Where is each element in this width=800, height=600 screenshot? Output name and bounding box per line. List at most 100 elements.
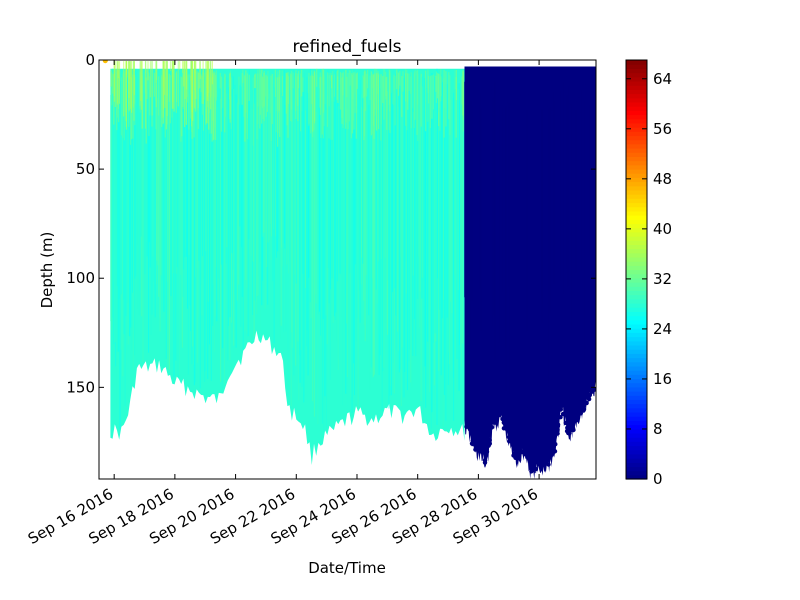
colorbar-segment — [626, 470, 647, 476]
colorbar-segment — [626, 194, 647, 199]
data-point — [558, 403, 564, 408]
data-point — [547, 452, 552, 458]
data-point — [573, 417, 578, 422]
colorbar-segment — [626, 449, 647, 455]
colorbar-segment — [626, 361, 647, 367]
colorbar-segment — [626, 462, 647, 468]
colorbar-segment — [626, 76, 647, 82]
data-point — [558, 407, 563, 412]
data-point — [555, 431, 560, 436]
colorbar-segment — [626, 181, 647, 187]
colorbar-segment — [626, 344, 647, 350]
colorbar-segment — [626, 323, 647, 329]
colorbar-segment — [626, 458, 647, 463]
data-point — [581, 403, 586, 409]
data-point — [500, 416, 505, 422]
data-point — [470, 441, 475, 447]
colorbar-segment — [626, 122, 647, 128]
colorbar-tick-label: 32 — [653, 270, 672, 288]
colorbar-segment — [626, 139, 647, 145]
data-series-1 — [102, 60, 465, 465]
colorbar-segment — [626, 244, 647, 250]
colorbar-segment — [626, 97, 647, 103]
y-tick-label: 100 — [66, 269, 95, 287]
colorbar-segment — [626, 353, 647, 359]
data-point — [560, 411, 566, 417]
colorbar-segment — [626, 173, 647, 178]
data-point — [501, 420, 506, 425]
data-point — [586, 396, 592, 402]
colorbar-segment — [626, 399, 647, 405]
colorbar-segment — [626, 332, 647, 338]
colorbar-segment — [626, 391, 647, 396]
data-point — [467, 425, 472, 431]
colorbar-segment — [626, 474, 647, 480]
colorbar-tick-label: 40 — [653, 220, 672, 238]
colorbar-segment — [626, 428, 647, 434]
data-point — [558, 415, 563, 420]
data-point — [473, 438, 478, 444]
data-point — [519, 441, 525, 446]
colorbar-segment — [626, 131, 647, 137]
data-point — [584, 400, 589, 406]
y-tick-label: 150 — [66, 378, 95, 396]
data-series-2 — [464, 66, 596, 479]
colorbar-segment — [626, 370, 647, 375]
colorbar-segment — [626, 110, 647, 116]
colorbar-segment — [626, 206, 647, 212]
colorbar-segment — [626, 189, 647, 195]
colorbar-segment — [626, 282, 647, 287]
colorbar-segment — [626, 453, 647, 459]
colorbar-segment — [626, 403, 647, 409]
colorbar-segment — [626, 315, 647, 321]
colorbar-tick-label: 64 — [653, 70, 672, 88]
data-point — [495, 413, 501, 418]
data-point — [480, 450, 485, 455]
colorbar-segment — [626, 160, 647, 166]
colorbar-segment — [626, 89, 647, 95]
data-point — [559, 398, 564, 403]
colorbar-segment — [626, 64, 647, 69]
data-point — [591, 387, 596, 392]
colorbar-segment — [626, 101, 647, 107]
colorbar-segment — [626, 365, 647, 371]
colorbar-segment — [626, 445, 647, 451]
colorbar-segment — [626, 395, 647, 400]
data-point — [565, 425, 570, 430]
colorbar-segment — [626, 93, 647, 99]
colorbar-frame — [625, 59, 648, 480]
colorbar-segment — [626, 198, 647, 204]
colorbar-segment — [626, 340, 647, 346]
data-point — [507, 437, 513, 442]
data-point — [587, 392, 592, 398]
colorbar-segment — [626, 437, 647, 442]
colorbar-segment — [626, 357, 647, 363]
colorbar-tick-label: 0 — [653, 470, 663, 488]
data-point — [533, 466, 538, 472]
colorbar-segment — [626, 420, 647, 426]
colorbar-segment — [626, 248, 647, 254]
data-point — [546, 462, 551, 467]
colorbar-segment — [626, 252, 647, 258]
data-point — [473, 447, 478, 452]
colorbar-segment — [626, 277, 647, 283]
colorbar-segment — [626, 223, 647, 229]
colorbar-segment — [626, 319, 647, 325]
y-tick-label: 0 — [85, 51, 95, 69]
colorbar-segment — [626, 303, 647, 308]
colorbar-segment — [626, 307, 647, 312]
data-point — [487, 441, 492, 446]
colorbar-segment — [626, 411, 647, 417]
colorbar-segment — [626, 118, 647, 124]
data-point — [555, 422, 561, 427]
colorbar-segment — [626, 466, 647, 472]
data-point — [473, 443, 479, 448]
colorbar-segment — [626, 424, 647, 430]
y-axis-label: Depth (m) — [38, 232, 56, 309]
data-point — [589, 381, 595, 386]
colorbar-segment — [626, 261, 647, 266]
colorbar-segment — [626, 311, 647, 317]
data-point — [569, 420, 575, 426]
colorbar-segment — [626, 349, 647, 354]
colorbar-segment — [626, 219, 647, 225]
